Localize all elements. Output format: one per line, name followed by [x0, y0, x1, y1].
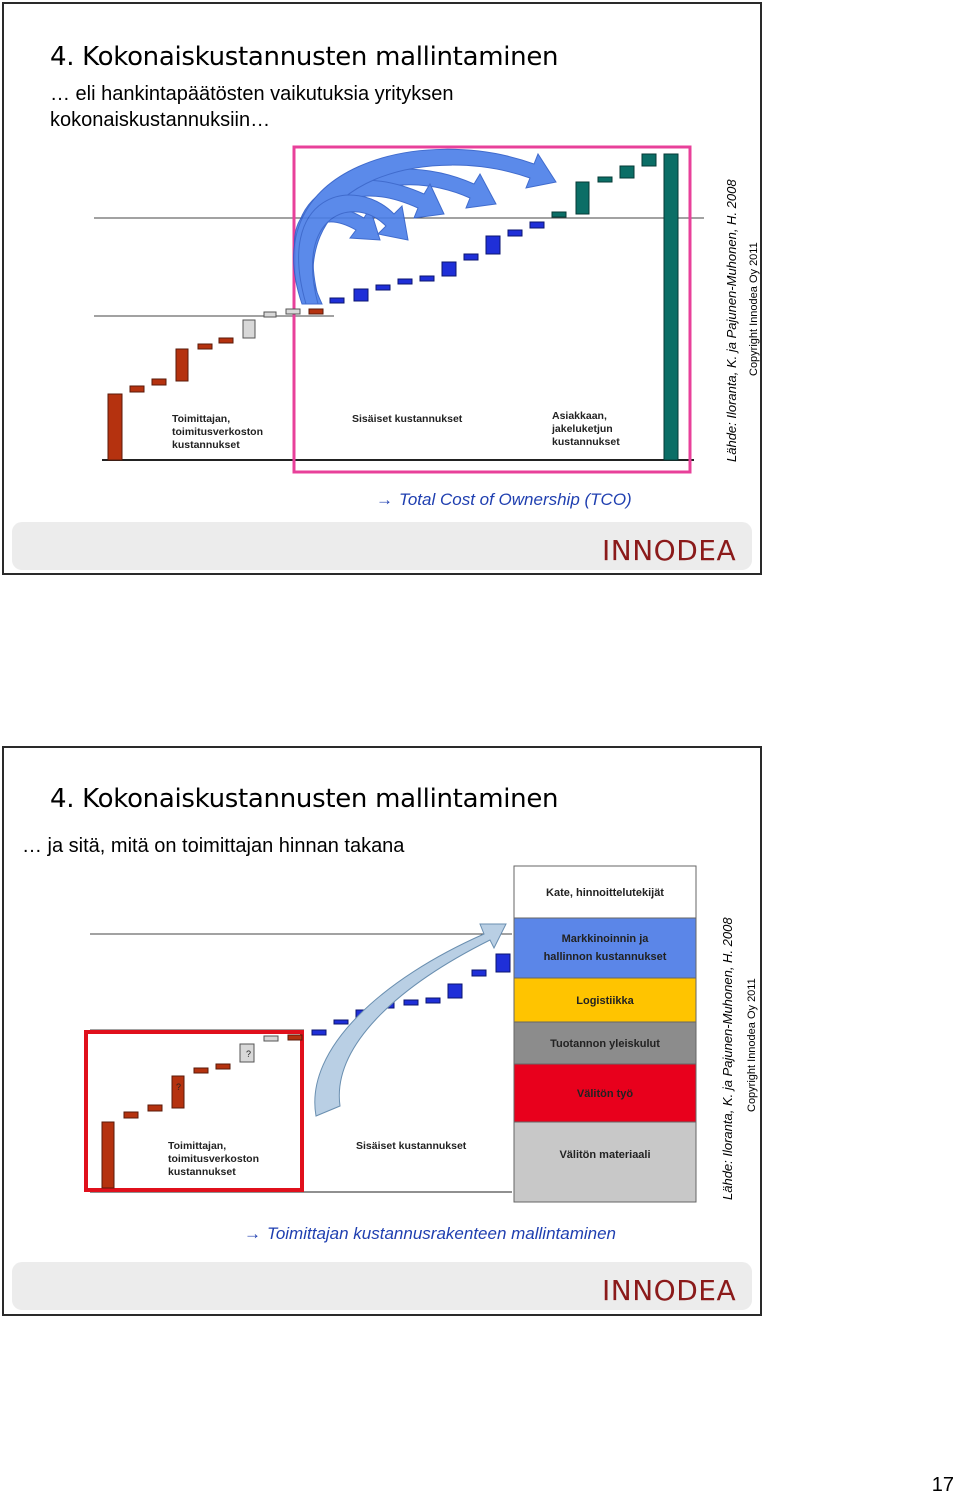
segment-direct-material — [513, 1121, 697, 1203]
impact-arrows — [293, 148, 557, 305]
page-number: 17 — [931, 1474, 954, 1496]
segment-label: Välitön materiaali — [559, 1149, 650, 1161]
source-note: Lähde: Iloranta, K. ja Pajunen-Muhonen, … — [720, 917, 735, 1200]
bar — [147, 1104, 163, 1112]
label-customer: Asiakkaan, jakeluketjun kustannukset — [551, 410, 620, 448]
source-note: Lähde: Iloranta, K. ja Pajunen-Muhonen, … — [724, 179, 739, 462]
label-internal: Sisäiset kustannukset — [356, 1140, 467, 1152]
label-line: jakeluketjun — [551, 423, 613, 435]
bar — [575, 181, 590, 215]
innodea-logo: INNODEA — [602, 1274, 737, 1307]
slide-subtitle-line2: kokonaiskustannuksiin… — [50, 109, 271, 131]
cost-structure-stack: Kate, hinnoittelutekijät Markkinoinnin j… — [513, 865, 697, 1203]
bar — [107, 393, 123, 461]
slide-footer — [12, 522, 752, 570]
bar — [175, 348, 189, 382]
bar — [123, 1111, 139, 1119]
bar — [551, 211, 567, 218]
tco-text: Total Cost of Ownership (TCO) — [399, 490, 632, 509]
segment-margin — [513, 865, 697, 919]
arrow-right-icon: → — [244, 1224, 261, 1243]
bar — [397, 278, 413, 285]
bar — [507, 229, 523, 237]
question-mark: ? — [246, 1049, 251, 1059]
label-line: Toimittajan, — [172, 413, 230, 425]
label-internal: Sisäiset kustannukset — [352, 413, 463, 425]
bar — [129, 385, 145, 393]
bar — [471, 969, 487, 977]
innodea-logo: INNODEA — [602, 534, 737, 567]
copyright-note: Copyright Innodea Oy 2011 — [748, 242, 760, 376]
bar — [263, 311, 277, 318]
bar — [197, 343, 213, 350]
bar — [218, 337, 234, 344]
bar — [419, 275, 435, 282]
bar — [171, 1075, 185, 1109]
label-line: Toimittajan, — [168, 1140, 226, 1152]
bar — [287, 1034, 303, 1041]
bar — [663, 153, 679, 461]
segment-marketing-admin — [513, 917, 697, 979]
bar — [641, 153, 657, 167]
bar — [597, 176, 613, 183]
label-line: kustannukset — [172, 439, 240, 451]
bar — [447, 983, 463, 999]
label-supplier: Toimittajan, toimitusverkoston kustannuk… — [168, 1140, 259, 1178]
segment-direct-labor — [513, 1063, 697, 1123]
bar — [425, 997, 441, 1004]
segment-label: Logistiikka — [576, 995, 634, 1007]
bar — [333, 1019, 349, 1025]
label-supplier: Toimittajan, toimitusverkoston kustannuk… — [172, 413, 263, 451]
question-mark: ? — [176, 1082, 181, 1092]
bar — [101, 1121, 115, 1189]
bar — [311, 1029, 327, 1036]
label-line: toimitusverkoston — [168, 1153, 259, 1165]
slide-title: 4. Kokonaiskustannusten mallintaminen — [50, 784, 559, 814]
supplier-takeaway: → Toimittajan kustannusrakenteen mallinta… — [244, 1224, 616, 1244]
bar — [441, 261, 457, 277]
slide-title: 4. Kokonaiskustannusten mallintaminen — [50, 42, 559, 72]
supplier-cost-figure: ? ? Toimittajan, toimitusverkoston kusta… — [84, 865, 697, 1203]
segment-label: Tuotannon yleiskulut — [550, 1038, 660, 1050]
label-line: Asiakkaan, — [552, 410, 607, 422]
bar — [353, 288, 369, 302]
bar — [529, 221, 545, 229]
bar — [485, 235, 501, 255]
label-line: kustannukset — [552, 436, 620, 448]
bar — [329, 297, 345, 304]
copyright-note: Copyright Innodea Oy 2011 — [746, 978, 758, 1112]
bar — [308, 308, 324, 315]
segment-label: hallinnon kustannukset — [544, 951, 667, 963]
segment-label: Kate, hinnoittelutekijät — [546, 887, 664, 899]
slide-subtitle: … ja sitä, mitä on toimittajan hinnan ta… — [22, 835, 405, 857]
bar — [619, 165, 635, 179]
tco-waterfall-figure: Toimittajan, toimitusverkoston kustannuk… — [94, 145, 704, 474]
bar — [463, 253, 479, 261]
tco-takeaway: → Total Cost of Ownership (TCO) — [376, 490, 632, 510]
bar — [403, 999, 419, 1006]
supplier-highlight-box — [84, 1030, 304, 1192]
slide-footer — [12, 1262, 752, 1310]
arrow — [298, 194, 409, 305]
segment-label: Markkinoinnin ja — [562, 933, 650, 945]
slide-supplier-cost: 4. Kokonaiskustannusten mallintaminen … … — [2, 746, 762, 1316]
bar — [263, 1035, 279, 1042]
arrow-right-icon: → — [376, 490, 393, 509]
bar — [215, 1063, 231, 1070]
segment-overhead — [513, 1021, 697, 1065]
bar — [285, 308, 301, 315]
slide-subtitle-line1: … eli hankintapäätösten vaikutuksia yrit… — [50, 83, 454, 105]
bar — [193, 1067, 209, 1074]
bar — [495, 953, 511, 973]
segment-label: Välitön työ — [577, 1088, 634, 1100]
detail-arrow — [314, 923, 507, 1117]
bar — [375, 284, 391, 291]
takeaway-text: Toimittajan kustannusrakenteen mallintam… — [267, 1224, 617, 1243]
slide-tco: 4. Kokonaiskustannusten mallintaminen … … — [2, 2, 762, 575]
bar — [239, 1043, 255, 1063]
bar — [242, 319, 256, 339]
label-line: toimitusverkoston — [172, 426, 263, 438]
label-line: kustannukset — [168, 1166, 236, 1178]
bar — [151, 378, 167, 386]
